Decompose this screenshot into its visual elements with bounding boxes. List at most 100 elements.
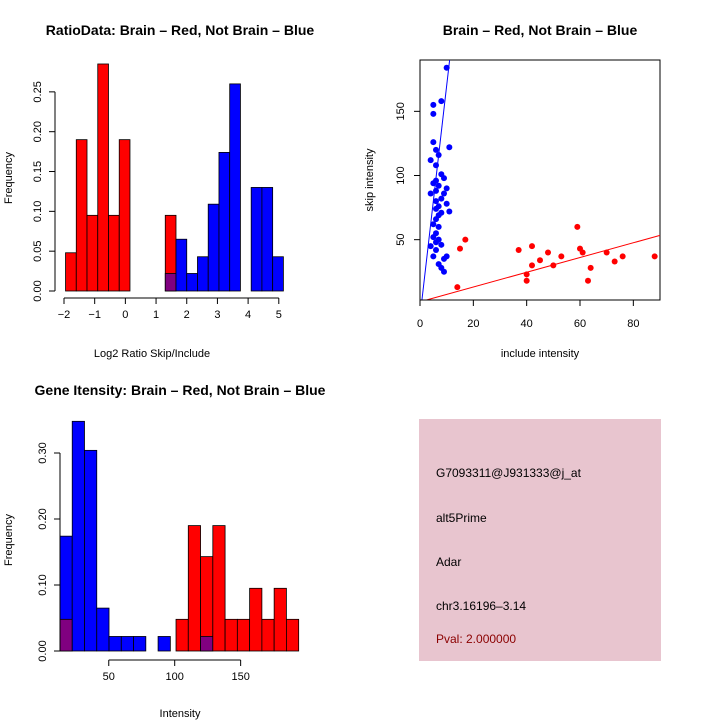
scatter-point-not-brain (433, 246, 439, 253)
ratio-bar-brain (75, 139, 88, 292)
scatter-point-brain (523, 277, 530, 284)
scatter-point-not-brain (441, 175, 447, 182)
scatter-point-brain (585, 277, 591, 284)
scatter-x-tick-label: 0 (417, 318, 423, 330)
scatter-point-not-brain (441, 255, 447, 262)
scatter-point-not-brain (438, 241, 445, 248)
scatter-point-brain (587, 264, 594, 271)
scatter-ylabel: skip intensity (364, 148, 376, 211)
scatter-points (427, 64, 658, 291)
info-panel: G7093311@J931333@j_at alt5Prime Adar chr… (419, 419, 661, 661)
scatter-point-brain (523, 271, 530, 278)
scatter-point-brain (537, 257, 543, 264)
intensity-bar-overlap (200, 636, 214, 652)
scatter-fit-lines (421, 59, 661, 301)
intensity-bar-not-brain (108, 636, 122, 652)
intensity-bar-not-brain (96, 607, 110, 652)
ratio-y-tick-label: 0.10 (32, 201, 44, 222)
brain-fit-line (426, 234, 661, 301)
intensity-x-tick-label: 50 (103, 671, 115, 683)
scatter-x-tick-label: 60 (574, 318, 586, 330)
intensity-x-tick-label: 150 (231, 671, 249, 683)
scatter-y-tick-label: 100 (395, 166, 407, 184)
scatter-point-brain (619, 253, 626, 260)
scatter-point-not-brain (438, 98, 445, 105)
intensity-bar-not-brain (120, 636, 134, 652)
probe-id: G7093311@J931333@j_at (436, 466, 582, 480)
scatter-point-brain (651, 253, 658, 260)
intensity-histogram-ylabel: Frequency (3, 514, 15, 566)
ratio-x-tick-label: −2 (58, 309, 71, 321)
scatter-point-not-brain (441, 190, 447, 197)
intensity-bar-brain (273, 587, 287, 652)
ratio-bar-brain (118, 139, 131, 292)
intensity-y-tick-label: 0.10 (37, 574, 49, 595)
intensity-y-tick-label: 0.30 (37, 442, 49, 463)
intensity-bar-not-brain (157, 636, 171, 652)
scatter-point-not-brain (433, 162, 439, 169)
intensity-bar-brain (286, 618, 300, 652)
intensity-histogram-bars (59, 420, 300, 652)
scatter-point-not-brain (430, 234, 437, 241)
scatter-point-brain (550, 262, 557, 269)
scatter-point-brain (579, 249, 586, 256)
scatter-point-not-brain (446, 208, 453, 215)
ratio-x-tick-label: 4 (245, 309, 251, 321)
scatter-point-not-brain (441, 268, 447, 275)
scatter-x-tick-label: 40 (521, 318, 533, 330)
intensity-bar-overlap (59, 618, 73, 652)
scatter-point-not-brain (427, 243, 434, 250)
ratio-bar-brain (86, 214, 99, 292)
ratio-y-tick-label: 0.20 (32, 121, 44, 142)
ratio-bar-not-brain (197, 256, 209, 292)
intensity-x-tick-label: 100 (166, 671, 184, 683)
intensity-bar-not-brain (71, 420, 85, 652)
scatter-point-not-brain (443, 200, 450, 207)
intensity-y-tick-label: 0.20 (37, 508, 49, 529)
ratio-bar-not-brain (272, 256, 284, 292)
ratio-x-tick-label: 0 (122, 309, 128, 321)
ratio-bar-not-brain (250, 187, 263, 292)
scatter-point-not-brain (433, 216, 439, 223)
ratio-x-tick-label: −1 (88, 309, 101, 321)
scatter-point-not-brain (443, 185, 450, 192)
ratio-y-tick-label: 0.25 (32, 81, 44, 102)
ratio-histogram-ylabel: Frequency (3, 152, 15, 204)
intensity-bar-brain (224, 618, 238, 652)
ratio-bar-brain (65, 252, 77, 292)
intensity-scatter-panel: Brain – Red, Not Brain – Blue include in… (364, 22, 661, 360)
ratio-x-tick-label: 3 (214, 309, 220, 321)
ratio-x-tick-label: 1 (153, 309, 159, 321)
intensity-bar-brain (212, 525, 226, 652)
scatter-title: Brain – Red, Not Brain – Blue (443, 22, 638, 38)
scatter-point-brain (515, 246, 522, 253)
ratio-histogram-title: RatioData: Brain – Red, Not Brain – Blue (46, 22, 315, 38)
intensity-bar-brain (249, 587, 263, 652)
ratio-histogram-bars (65, 63, 284, 292)
ratio-bar-not-brain (218, 151, 231, 292)
ratio-x-tick-label: 5 (276, 309, 282, 321)
chromosome-location: chr3.16196–3.14 (436, 599, 526, 613)
scatter-point-not-brain (430, 101, 437, 108)
gene-name: Adar (436, 555, 461, 569)
ratio-bar-overlap (164, 273, 177, 292)
scatter-point-not-brain (430, 139, 437, 146)
scatter-point-not-brain (435, 151, 442, 158)
intensity-histogram-axes: 50 100 150 0.00 0.10 0.20 0.30 (37, 442, 250, 683)
intensity-bar-not-brain (133, 636, 147, 652)
scatter-point-not-brain (427, 190, 434, 197)
scatter-point-brain (529, 262, 535, 269)
scatter-point-brain (611, 258, 618, 265)
scatter-point-not-brain (433, 146, 439, 153)
ratio-bar-not-brain (207, 203, 220, 292)
scatter-y-tick-label: 150 (395, 102, 407, 120)
ratio-y-tick-label: 0.15 (32, 161, 44, 182)
event-type: alt5Prime (436, 511, 487, 525)
ratio-bar-not-brain (186, 273, 198, 292)
scatter-point-brain (454, 284, 461, 291)
intensity-histogram-panel: Gene Itensity: Brain – Red, Not Brain – … (3, 382, 326, 720)
scatter-x-tick-label: 20 (467, 318, 479, 330)
scatter-point-not-brain (427, 157, 434, 164)
intensity-bar-not-brain (84, 449, 98, 652)
